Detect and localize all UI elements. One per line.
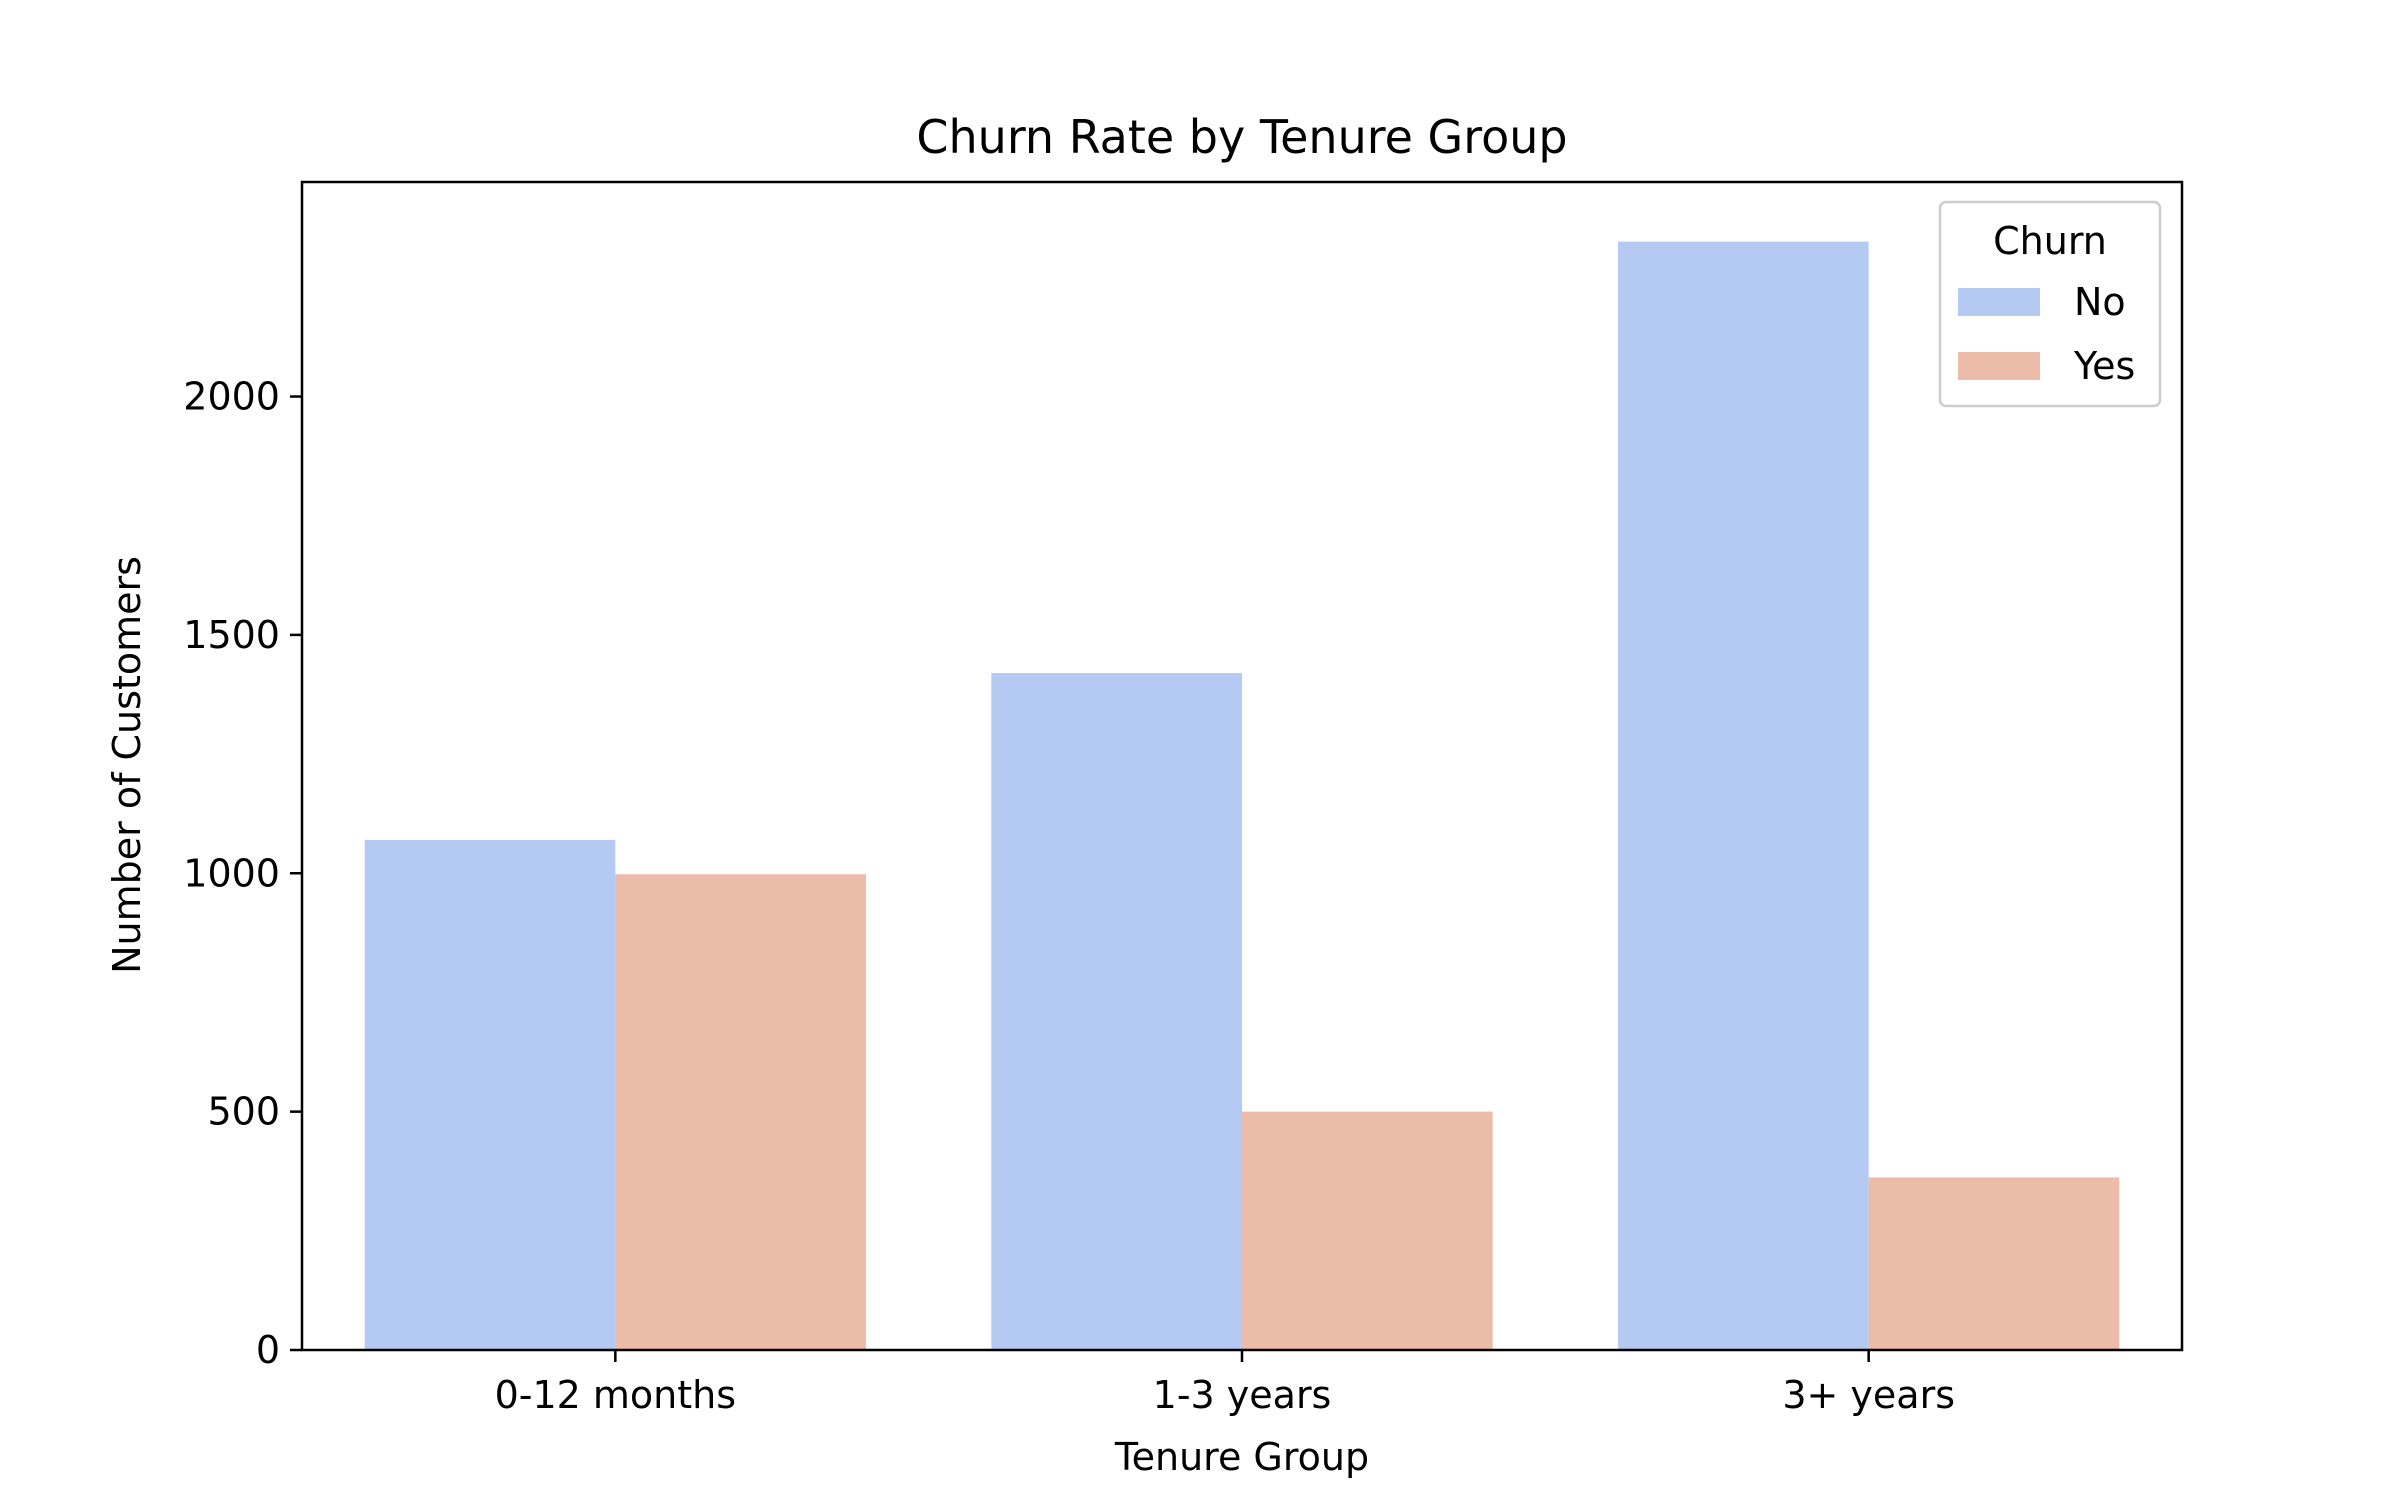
x-tick-label-0: 0-12 months <box>495 1373 736 1417</box>
legend-swatch-no <box>1958 288 2040 316</box>
bar-yes-1 <box>1242 1111 1493 1350</box>
y-axis-label: Number of Customers <box>105 556 149 974</box>
bar-yes-2 <box>1868 1177 2120 1350</box>
legend-swatch-yes <box>1958 352 2040 380</box>
y-tick-label-4: 2000 <box>183 375 280 419</box>
chart-title: Churn Rate by Tenure Group <box>916 110 1567 164</box>
legend-label-no: No <box>2074 280 2126 324</box>
x-tick-label-1: 1-3 years <box>1153 1373 1332 1417</box>
legend-title: Churn <box>1993 219 2107 263</box>
y-tick-label-3: 1500 <box>183 613 280 657</box>
bar-no-2 <box>1618 241 1869 1351</box>
x-axis-label: Tenure Group <box>1114 1435 1369 1479</box>
x-tick-label-2: 3+ years <box>1782 1373 1955 1417</box>
bars-layer <box>364 241 2120 1351</box>
y-tick-label-1: 500 <box>207 1090 280 1134</box>
legend: Churn No Yes <box>1938 200 2162 408</box>
legend-label-yes: Yes <box>2073 344 2135 388</box>
y-tick-label-2: 1000 <box>183 851 280 895</box>
axes-layer: 0 500 1000 1500 2000 0-12 months 1-3 years 3+ y… <box>183 180 2184 1417</box>
y-tick-label-0: 0 <box>256 1328 280 1372</box>
bar-no-0 <box>364 839 616 1350</box>
bar-yes-0 <box>615 874 866 1350</box>
bar-no-1 <box>991 673 1242 1350</box>
